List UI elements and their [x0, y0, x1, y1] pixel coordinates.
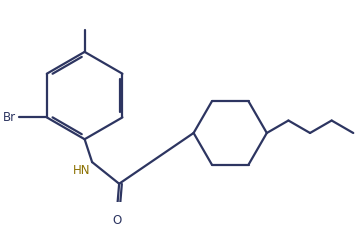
- Text: O: O: [112, 214, 122, 227]
- Text: Br: Br: [3, 111, 16, 124]
- Text: HN: HN: [72, 164, 90, 177]
